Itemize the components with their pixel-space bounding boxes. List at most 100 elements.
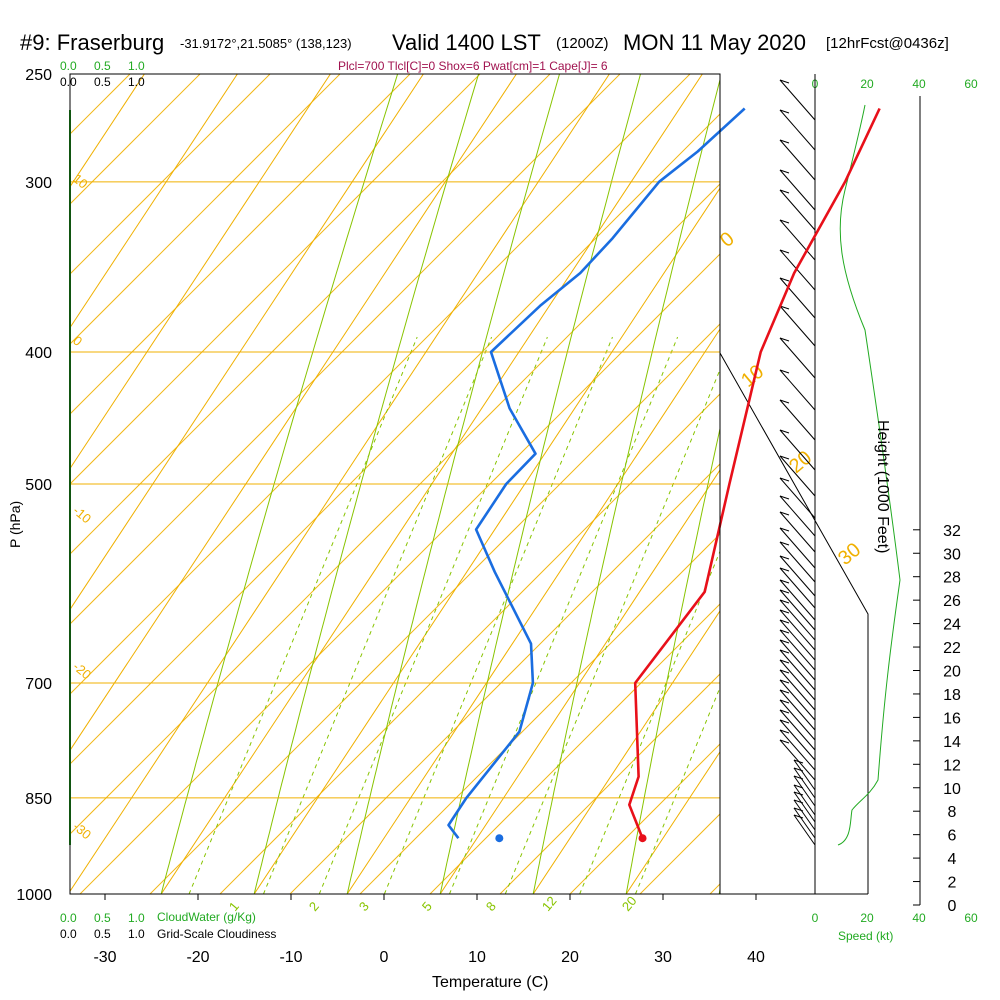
- isotherm-line: [70, 74, 238, 329]
- cloud-scale-top: 1.0: [128, 59, 145, 73]
- diagonal-guide-line: [990, 74, 1000, 894]
- cloud-scale-top: 0.5: [94, 59, 111, 73]
- wind-barb: [779, 679, 816, 721]
- wind-barb: [779, 79, 816, 121]
- wind-barb: [779, 639, 816, 681]
- wind-barb: [779, 219, 816, 261]
- wind-barb: [779, 689, 816, 731]
- forecast-date: MON 11 May 2020: [623, 30, 806, 55]
- height-tick-label: 4: [948, 851, 957, 868]
- wind-speed-profile: [837, 104, 901, 846]
- wind-barb: [779, 109, 816, 151]
- wind-barb: [779, 369, 816, 411]
- height-tick-label: 8: [948, 804, 957, 821]
- height-tick-label: 12: [943, 757, 961, 774]
- isotherm-label: -10: [70, 503, 94, 527]
- wind-barb-flag: [779, 659, 790, 664]
- wind-barb-flag: [779, 579, 790, 584]
- x-tick-label: 20: [561, 949, 579, 966]
- wind-barb-flag: [779, 277, 790, 282]
- diagonal-guide-line: [70, 74, 341, 345]
- wind-barb-flag: [793, 791, 804, 796]
- height-tick-label: 18: [943, 687, 961, 704]
- pressure-tick-label: 700: [25, 676, 52, 693]
- wind-barb: [779, 429, 816, 471]
- height-tick-label: 22: [943, 640, 961, 657]
- cloud-scale-bottom: 0.0: [60, 927, 77, 941]
- wind-barb-flag: [779, 599, 790, 604]
- diagonal-guide-line: [429, 603, 720, 894]
- wind-barb: [779, 709, 816, 751]
- pressure-tick-label: 300: [25, 175, 52, 192]
- adiabat-curve: [625, 426, 720, 894]
- stability-indices: Plcl=700 Tlcl[C]=0 Shox=6 Pwat[cm]=1 Cap…: [338, 59, 608, 73]
- wind-barb-flag: [779, 619, 790, 624]
- station-coords: -31.9172°,21.5085° (138,123): [180, 36, 352, 51]
- wind-barb-flag: [779, 689, 790, 694]
- wind-barb-flag: [793, 814, 804, 819]
- diagonal-guide-line: [70, 74, 271, 275]
- wind-barb: [793, 799, 816, 831]
- adiabat-curve: [532, 77, 720, 894]
- wind-barb-flag: [779, 639, 790, 644]
- pressure-tick-label: 500: [25, 477, 52, 494]
- height-tick-label: 2: [948, 875, 957, 892]
- wind-barb: [779, 699, 816, 741]
- wind-barb-flag: [779, 369, 790, 374]
- wind-barb: [793, 807, 816, 839]
- speed-tick-bottom: 40: [912, 911, 926, 925]
- wind-barb-flag: [779, 555, 790, 560]
- height-tick-label: 28: [943, 570, 961, 587]
- diagonal-guide-line: [70, 74, 411, 415]
- wind-barb-flag: [779, 337, 790, 342]
- wind-barb-flag: [779, 139, 790, 144]
- dewpoint-line: [447, 107, 746, 839]
- cloud-scale-bottom: 1.0: [128, 927, 145, 941]
- valid-time: Valid 1400 LST: [392, 30, 541, 55]
- isotherm-line: [625, 750, 720, 894]
- wind-barb-flag: [779, 109, 790, 114]
- speed-tick-bottom: 20: [860, 911, 874, 925]
- cloud-scale-bottom: 0.5: [94, 927, 111, 941]
- adiabat-curve: [439, 74, 641, 894]
- adiabat-curve: [346, 74, 560, 894]
- surface-temperature-marker: [638, 834, 647, 843]
- mixing-ratio-line: [504, 368, 720, 894]
- wind-barb: [779, 579, 816, 621]
- adiabat-curve: [253, 74, 480, 894]
- station-title: #9: Fraserburg: [20, 30, 164, 55]
- diagonal-guide-line: [70, 74, 481, 485]
- wind-barb-flag: [779, 719, 790, 724]
- wind-barb-flag: [779, 249, 790, 254]
- wind-barb-flag: [779, 567, 790, 572]
- wind-barb-flag: [779, 649, 790, 654]
- height-tick-label: 0: [948, 898, 957, 915]
- plot-frame: [69, 73, 721, 895]
- wind-barb: [779, 739, 816, 781]
- speed-tick-top: 20: [860, 77, 874, 91]
- isotherm-line: [70, 74, 331, 470]
- wind-barb: [779, 139, 816, 181]
- x-tick-label: 10: [468, 949, 486, 966]
- wind-barb-flag: [779, 729, 790, 734]
- x-tick-label: 40: [747, 949, 765, 966]
- wind-barb: [779, 629, 816, 671]
- diagonal-guide-line: [569, 743, 720, 894]
- mixing-ratio-label: 12: [539, 893, 560, 914]
- speed-tick-bottom: 60: [964, 911, 978, 925]
- wind-barb: [793, 759, 816, 791]
- mixing-ratio-label: 20: [619, 893, 640, 914]
- adiabat-curve: [160, 74, 399, 894]
- cloudwater-label: CloudWater (g/Kg): [157, 910, 256, 924]
- wind-barb: [779, 659, 816, 701]
- height-axis-title: Height (1000 Feet): [874, 420, 891, 553]
- wind-barb-flag: [779, 169, 790, 174]
- pressure-tick-label: 850: [25, 791, 52, 808]
- pressure-tick-label: 1000: [16, 887, 52, 904]
- wind-barb: [779, 669, 816, 711]
- height-tick-label: 10: [943, 781, 961, 798]
- wind-barb: [779, 719, 816, 761]
- wind-barb: [779, 495, 816, 537]
- wind-barb: [779, 599, 816, 641]
